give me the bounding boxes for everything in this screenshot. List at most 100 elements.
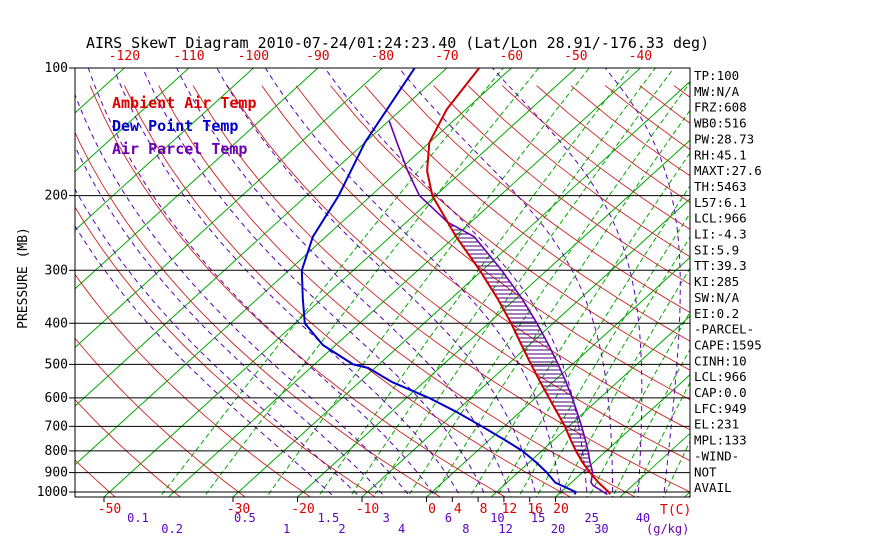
stat-line: CAP:0.0 [694,385,747,400]
mixing-ratio-tick-label: 1 [283,522,290,536]
stat-line: KI:285 [694,274,739,289]
bottom-temp-tick-label: -20 [291,502,314,517]
moist-adiabat-line [398,68,614,497]
stat-line: LCL:966 [694,369,747,384]
isotherm-line [361,198,690,497]
top-temp-tick-label: -100 [238,49,269,64]
stat-line: CINH:10 [694,353,747,368]
stat-line: TT:39.3 [694,258,747,273]
mixing-ratio-tick-label: 4 [398,522,405,536]
pressure-tick-label: 800 [45,444,68,459]
isotherm-line [75,68,383,349]
isotherm-line [168,68,641,497]
isotherm-line [75,68,512,466]
stat-line: NOT [694,464,717,479]
cape-hatch-region [444,219,593,475]
dry-adiabat-line [75,273,312,497]
stat-line: EI:0.2 [694,306,739,321]
dry-adiabat-line [846,86,870,501]
isotherm-line [297,139,690,497]
mixing-ratio-tick-label: 15 [531,511,545,525]
dry-adiabat-line [364,85,690,342]
moist-adiabat-line [75,93,411,497]
mixing-ratio-line [631,381,690,497]
stat-line: AVAIL [694,480,732,495]
mixing-ratio-tick-label: 20 [551,522,565,536]
dry-adiabat-line [123,85,572,497]
dry-adiabat-line [743,86,870,501]
dry-adiabat-line [398,85,690,313]
moist-adiabat-line [264,68,563,497]
moist-adiabat-line [176,68,512,497]
dry-adiabat-line [75,131,442,497]
dry-adiabat-line [75,337,247,497]
moist-adiabat-line [491,68,643,497]
mixing-ratio-tick-label: 12 [498,522,512,536]
dry-adiabat-line [811,86,870,501]
isotherm-line [103,68,577,497]
dry-adiabat-line [433,85,690,285]
dry-adiabat-line [89,85,507,497]
bottom-temp-tick-label: -10 [356,502,379,517]
ambient-temp-curve [426,68,611,495]
mixing-ratio-tick-label: 2 [338,522,345,536]
pressure-gridlines [69,67,691,502]
legend-air-parcel-temp: Air Parcel Temp [112,140,247,158]
top-temp-tick-label: -60 [500,49,523,64]
moist-adiabat-line [75,224,336,497]
moist-adiabat-line [87,68,437,497]
mixing-unit-label: (g/kg) [646,522,689,536]
dry-adiabat-line [295,85,690,401]
mixing-ratio-tick-label: 25 [584,511,598,525]
stat-line: -PARCEL- [694,322,754,337]
stat-line: PW:28.73 [694,131,754,146]
bottom-temp-tick-label: -50 [98,502,121,517]
mixing-ratio-line [349,68,656,497]
moist-adiabat-line [216,68,538,497]
dry-adiabat-line [639,85,690,124]
mixing-ratio-tick-label: 0.5 [234,511,256,525]
moist-adiabat-line [75,188,361,497]
mixing-ratio-line [266,68,590,497]
top-temp-tick-label: -120 [109,49,140,64]
dew-point-curve [300,68,577,495]
temp-unit-label: T(C) [660,503,691,518]
mixing-ratio-line [203,68,540,497]
moist-adiabat-line [604,68,681,497]
stat-line: TH:5463 [694,179,747,194]
plot-border [74,67,691,498]
stat-line: RH:45.1 [694,147,747,162]
mixing-ratio-tick-label: 0.1 [127,511,149,525]
mixing-ratio-tick-label: 10 [490,511,504,525]
moist-adiabat-line [113,68,462,497]
pressure-axis-label: PRESSURE (MB) [16,227,31,329]
mixing-ratio-line [611,348,690,497]
dry-adiabat-line [777,86,870,501]
background-reference-lines [75,68,870,501]
pressure-tick-label: 600 [45,391,68,406]
stat-line: MW:N/A [694,84,740,99]
sounding-curves [300,68,611,496]
stat-line: TP:100 [694,68,739,83]
pressure-tick-label: 200 [45,189,68,204]
bottom-temp-tick-label: 12 [502,502,518,517]
isotherm-line [75,68,254,231]
top-temp-tick-label: -80 [371,49,394,64]
bottom-temp-tick-label: 8 [480,502,488,517]
mixing-ratio-tick-label: 8 [462,522,469,536]
dry-adiabat-line [192,85,690,493]
stat-line: CAPE:1595 [694,337,762,352]
stat-line: MAXT:27.6 [694,163,762,178]
mixing-ratio-line [469,152,690,497]
stat-line: EL:231 [694,417,739,432]
top-temp-tick-label: -70 [435,49,458,64]
mixing-ratio-line [535,236,690,497]
stat-line: MPL:133 [694,433,747,448]
top-temp-tick-label: -110 [173,49,204,64]
dry-adiabat-line [75,206,377,497]
dry-adiabat-line [158,85,637,497]
mixing-ratio-line [407,81,690,497]
